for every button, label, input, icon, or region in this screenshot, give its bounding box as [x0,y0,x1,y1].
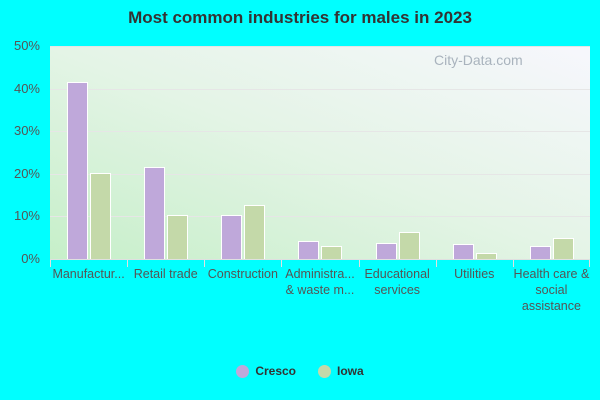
bar-cresco[interactable] [529,245,551,259]
bar-cresco[interactable] [144,166,166,259]
legend-dot-icon [318,364,331,378]
x-tick [204,259,206,267]
bar-iowa[interactable] [167,214,189,259]
y-tick-label: 40% [13,80,40,96]
bar-iowa[interactable] [244,204,266,259]
x-tick [127,259,129,267]
x-tick [435,259,437,267]
x-tick [281,259,283,267]
x-tick [589,259,590,267]
y-tick-label: 10% [13,208,40,224]
legend-dot-icon [236,364,250,378]
y-tick-label: 30% [13,123,40,139]
plot-area: City-Data.com [50,46,590,259]
x-tick [358,259,360,267]
bar-iowa[interactable] [552,237,574,259]
y-tick-label: 0% [21,251,40,266]
gridline [50,46,590,47]
x-tick-label: Manufactur... [52,267,125,281]
legend-item-cresco[interactable]: Cresco [236,364,296,378]
gridline [50,216,590,218]
x-tick-label: Construction [207,267,278,281]
chart-title: Most common industries for males in 2023 [128,8,472,27]
x-axis-line [50,259,590,260]
bar-cresco[interactable] [452,244,474,259]
bar-cresco[interactable] [67,82,88,259]
watermark: City-Data.com [434,52,523,68]
gridline [50,88,590,90]
legend-label: Cresco [255,364,296,378]
x-tick [50,259,51,267]
y-tick-label: 20% [13,165,40,181]
x-tick-label: Educational services [364,267,430,297]
x-tick [512,259,514,267]
bar-iowa[interactable] [475,253,497,259]
gridline [50,131,590,133]
bar-iowa[interactable] [90,172,111,259]
bar-cresco[interactable] [221,214,243,259]
gridline [50,173,590,175]
x-tick-label: Retail trade [133,267,198,281]
legend-label: Iowa [337,364,364,378]
x-tick-label: Utilities [454,267,495,281]
bar-iowa[interactable] [398,231,420,259]
legend: Cresco Iowa [0,364,600,378]
x-tick-label: Health care & social assistance [513,267,590,313]
bar-iowa[interactable] [321,245,343,259]
bar-cresco[interactable] [298,241,320,259]
legend-item-iowa[interactable]: Iowa [318,364,364,378]
bar-cresco[interactable] [375,242,397,259]
y-tick-label: 50% [13,38,40,53]
x-tick-label: Administra... & waste m... [285,267,355,297]
